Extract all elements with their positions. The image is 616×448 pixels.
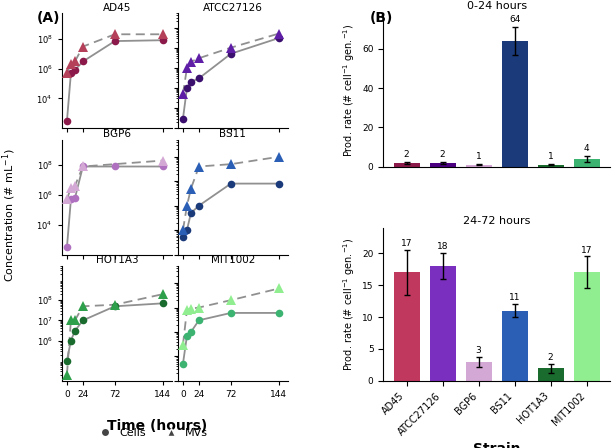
Bar	[394, 163, 419, 167]
Title: ATCC27126: ATCC27126	[203, 3, 263, 13]
Text: 2: 2	[548, 353, 553, 362]
Bar	[429, 266, 455, 381]
Bar	[501, 310, 527, 381]
Text: 4: 4	[584, 144, 590, 153]
Bar	[466, 362, 492, 381]
Text: 64: 64	[509, 15, 521, 24]
Title: MIT1002: MIT1002	[211, 255, 255, 265]
Title: 24-72 hours: 24-72 hours	[463, 215, 530, 225]
Y-axis label: Prod. rate (# cell$^{-1}$ gen.$^{-1}$): Prod. rate (# cell$^{-1}$ gen.$^{-1}$)	[341, 237, 357, 371]
Legend: Cells, MVs: Cells, MVs	[89, 423, 213, 443]
Bar	[573, 272, 599, 381]
Title: 0-24 hours: 0-24 hours	[466, 1, 527, 11]
Text: 2: 2	[403, 150, 410, 159]
Text: (B): (B)	[370, 11, 393, 25]
Text: (A): (A)	[37, 11, 60, 25]
Text: 1: 1	[476, 152, 482, 161]
Title: AD45: AD45	[103, 3, 131, 13]
Bar	[573, 159, 599, 167]
Text: 11: 11	[509, 293, 521, 302]
Title: BGP6: BGP6	[103, 129, 131, 139]
Title: BS11: BS11	[219, 129, 246, 139]
Bar	[429, 163, 455, 167]
Title: HOT1A3: HOT1A3	[95, 255, 138, 265]
Bar	[394, 272, 419, 381]
Text: 17: 17	[581, 246, 593, 254]
Bar	[466, 164, 492, 167]
X-axis label: Strain: Strain	[473, 443, 521, 448]
Text: 18: 18	[437, 242, 448, 251]
Text: Concentration (# mL$^{-1}$): Concentration (# mL$^{-1}$)	[1, 148, 18, 282]
Text: 1: 1	[548, 152, 553, 161]
Y-axis label: Prod. rate (# cell$^{-1}$ gen.$^{-1}$): Prod. rate (# cell$^{-1}$ gen.$^{-1}$)	[341, 23, 357, 157]
Bar	[538, 368, 564, 381]
Text: Time (hours): Time (hours)	[107, 418, 207, 433]
Text: 3: 3	[476, 346, 482, 355]
Text: 17: 17	[401, 239, 412, 248]
Bar	[538, 164, 564, 167]
Text: 2: 2	[440, 150, 445, 159]
Bar	[501, 41, 527, 167]
